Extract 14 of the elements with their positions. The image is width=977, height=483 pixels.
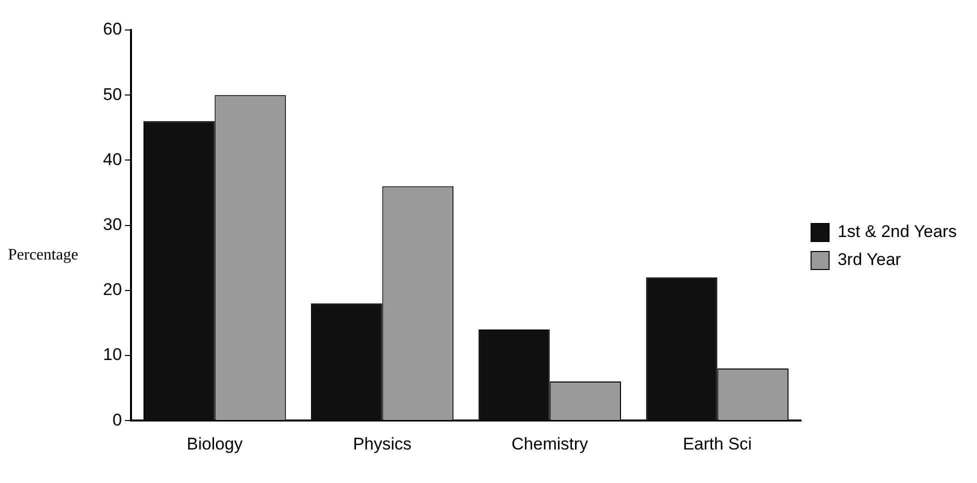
y-tick-label: 40 (102, 150, 122, 169)
y-axis-title: Percentage (8, 246, 78, 264)
x-tick-label: Chemistry (512, 434, 589, 454)
y-tick-label: 20 (102, 280, 122, 300)
y-tick-label: 10 (102, 345, 122, 364)
y-tick-label: 30 (102, 214, 122, 234)
x-tick-label: Biology (186, 434, 244, 454)
y-tick-label: 50 (102, 84, 122, 104)
y-tick-label: 0 (112, 410, 122, 430)
legend-label: 3rd Year (838, 250, 902, 270)
x-tick-label: Physics (352, 434, 412, 454)
legend-label: 1st & 2nd Years (838, 222, 957, 242)
x-tick-label: Earth Sci (682, 434, 752, 454)
y-tick-label: 60 (102, 20, 122, 39)
